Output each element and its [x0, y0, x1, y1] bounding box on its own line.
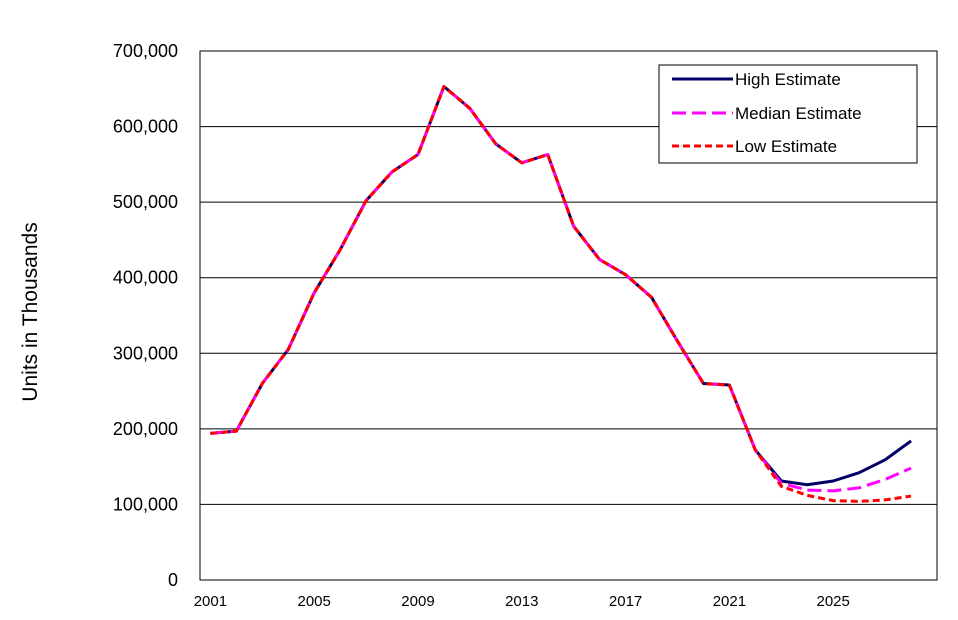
y-tick-label: 400,000	[113, 268, 178, 288]
legend: High Estimate Median Estimate Low Estima…	[658, 64, 918, 164]
y-tick-label: 0	[168, 570, 178, 590]
x-tick-label: 2017	[609, 593, 642, 610]
x-tick-label: 2013	[505, 593, 538, 610]
x-tick-label: 2009	[401, 593, 434, 610]
y-tick-label: 200,000	[113, 419, 178, 439]
y-tick-label: 500,000	[113, 192, 178, 212]
y-tick-label: 300,000	[113, 343, 178, 363]
x-tick-label: 2005	[297, 593, 330, 610]
legend-label-low: Low Estimate	[735, 137, 837, 156]
x-tick-label: 2025	[817, 593, 850, 610]
y-axis-ticks: 0 100,000 200,000 300,000 400,000 500,000 600,…	[113, 41, 178, 590]
y-tick-label: 600,000	[113, 117, 178, 137]
y-tick-label: 700,000	[113, 41, 178, 61]
x-axis-ticks: 2001 2005 2009 2013 2017 2021 2025	[194, 593, 850, 610]
x-tick-label: 2001	[194, 593, 227, 610]
legend-label-median: Median Estimate	[735, 104, 862, 123]
series-layer	[210, 85, 912, 503]
y-tick-label: 100,000	[113, 494, 178, 514]
y-axis-label: Units in Thousands	[19, 222, 42, 401]
series-line-low-estimate	[210, 85, 912, 503]
x-tick-label: 2021	[713, 593, 746, 610]
legend-label-high: High Estimate	[735, 70, 841, 89]
